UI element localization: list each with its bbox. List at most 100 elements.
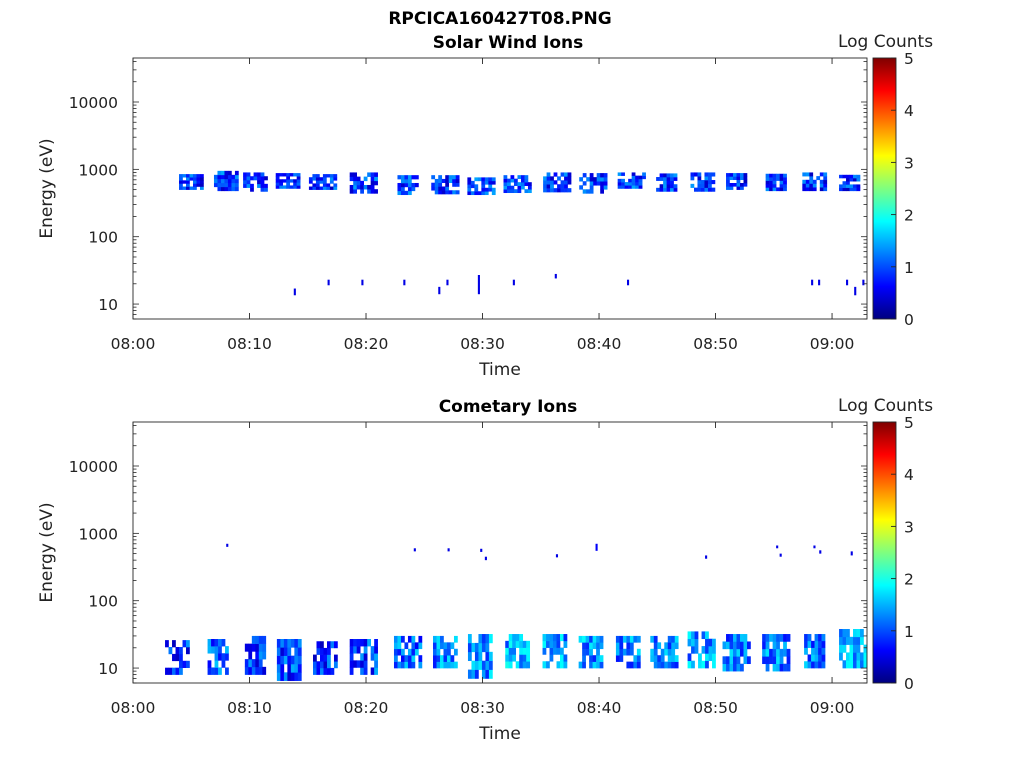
spectrogram-cell — [697, 172, 702, 177]
spectrogram-cell — [257, 180, 261, 185]
spectrogram-cell — [842, 184, 847, 188]
spectrogram-cell — [330, 641, 335, 649]
spectrogram-cell — [248, 666, 253, 675]
spectrogram-cell — [289, 185, 294, 189]
spectrogram-cell — [193, 180, 197, 184]
spectrogram-cell — [326, 667, 331, 675]
spectrogram-cell — [670, 184, 674, 189]
spectrogram-cell — [772, 184, 777, 188]
spectrogram-cell — [287, 664, 292, 673]
spectrogram-cell — [179, 183, 183, 187]
spectrogram-cell — [700, 183, 705, 188]
spectrogram-cell — [193, 183, 197, 187]
spectrogram-cell — [503, 175, 508, 179]
spectrogram-cell — [631, 185, 636, 189]
spectrogram-cell — [589, 181, 594, 186]
spectrogram-cell — [296, 179, 301, 183]
spectrogram-cell — [711, 180, 716, 185]
spectrogram-cell — [478, 634, 483, 644]
spectrogram-cell — [262, 643, 267, 652]
spectrogram-cell — [765, 641, 770, 650]
spectrogram-cell — [600, 189, 604, 194]
y-tick-label: 100 — [88, 229, 118, 247]
spectrogram-cell — [740, 648, 744, 657]
spectrogram-cell — [667, 635, 672, 643]
spectrogram-cell — [199, 186, 204, 190]
spectrogram-cell — [615, 642, 620, 650]
spectrogram-cell — [772, 656, 777, 665]
spectrogram-cell — [557, 184, 561, 189]
spectrogram-cell — [779, 187, 784, 192]
spectrogram-cell — [603, 177, 608, 182]
spectrogram-cell — [704, 172, 709, 177]
spectrogram-cell — [290, 664, 295, 673]
spectrogram-cell — [698, 660, 702, 669]
spectrogram-cell — [246, 183, 251, 188]
spectrogram-cell — [670, 173, 674, 178]
spectrogram-cell — [542, 640, 547, 648]
spectrogram-cell — [312, 186, 317, 190]
spectrogram-cell — [596, 181, 601, 186]
spectrogram-cell — [320, 654, 324, 662]
spectrogram-cell — [260, 183, 265, 188]
spectrogram-cell — [485, 669, 490, 679]
spectrogram-cell — [546, 188, 551, 193]
spectrogram-cell — [626, 648, 631, 656]
spectrogram-cell — [431, 175, 436, 180]
spectrogram-cell — [467, 191, 472, 196]
spectrogram-cell — [221, 653, 226, 661]
spectrogram-cell — [217, 170, 222, 176]
spectrogram-cell — [783, 180, 787, 185]
spectrogram-cell — [290, 672, 295, 681]
spectrogram-cell — [804, 640, 808, 648]
spectrogram-cell — [356, 639, 361, 647]
spectrogram-cell — [812, 187, 817, 192]
spectrogram-cell — [543, 176, 547, 181]
spectrogram-cell — [772, 648, 777, 657]
spectrogram-cell — [329, 174, 334, 178]
spectrogram-cell — [701, 631, 706, 640]
spectrogram-cell — [286, 179, 291, 183]
spectrogram-cell — [214, 660, 219, 668]
spectrogram-cell — [626, 635, 631, 643]
spectrogram-cell — [308, 186, 313, 190]
spectrogram-cell — [671, 661, 676, 669]
spectrogram-cell — [779, 648, 784, 657]
spectrogram-cell — [488, 651, 493, 662]
spectrogram-cell — [290, 639, 295, 648]
spectrogram-cell — [474, 669, 479, 679]
spectrogram-cell — [505, 661, 510, 669]
spectrogram-cell — [414, 175, 419, 180]
spectrogram-cell — [527, 185, 532, 190]
spectrogram-cell — [374, 653, 378, 661]
spectrogram-cell — [218, 653, 222, 661]
colorbar-tick-label: 0 — [904, 311, 914, 329]
spectrogram-cell — [234, 174, 239, 180]
spectrogram-cell — [629, 642, 634, 650]
spectrogram-cell — [279, 173, 284, 177]
spectrogram-cell — [260, 176, 265, 181]
spectrogram-cell — [804, 647, 808, 655]
spectrogram-cell — [765, 187, 770, 192]
spectrogram-cell — [515, 634, 520, 642]
spectrogram-cell — [687, 631, 692, 640]
spectrogram-cell — [807, 654, 812, 662]
spectrogram-cell — [400, 179, 405, 184]
spectrogram-cell — [506, 182, 511, 186]
spectrogram-cell — [779, 184, 784, 188]
spectrogram-cell — [214, 639, 219, 647]
spectrogram-cell — [863, 652, 868, 661]
spectrogram-cell — [546, 661, 550, 669]
spectrogram-cell — [411, 635, 416, 643]
spectrogram-cell — [491, 191, 496, 196]
spectrogram-cell — [628, 178, 632, 183]
spectrogram-cell — [231, 174, 236, 180]
spectrogram-cell — [322, 183, 327, 187]
spectrogram-cell — [329, 186, 334, 190]
spectrogram-cell — [275, 176, 280, 180]
spectrogram-cell — [322, 180, 327, 184]
spectrogram-cell — [186, 186, 190, 190]
spectrogram-cell — [446, 655, 451, 662]
spectrogram-cell — [550, 184, 554, 189]
spectrogram-cell — [663, 180, 667, 185]
